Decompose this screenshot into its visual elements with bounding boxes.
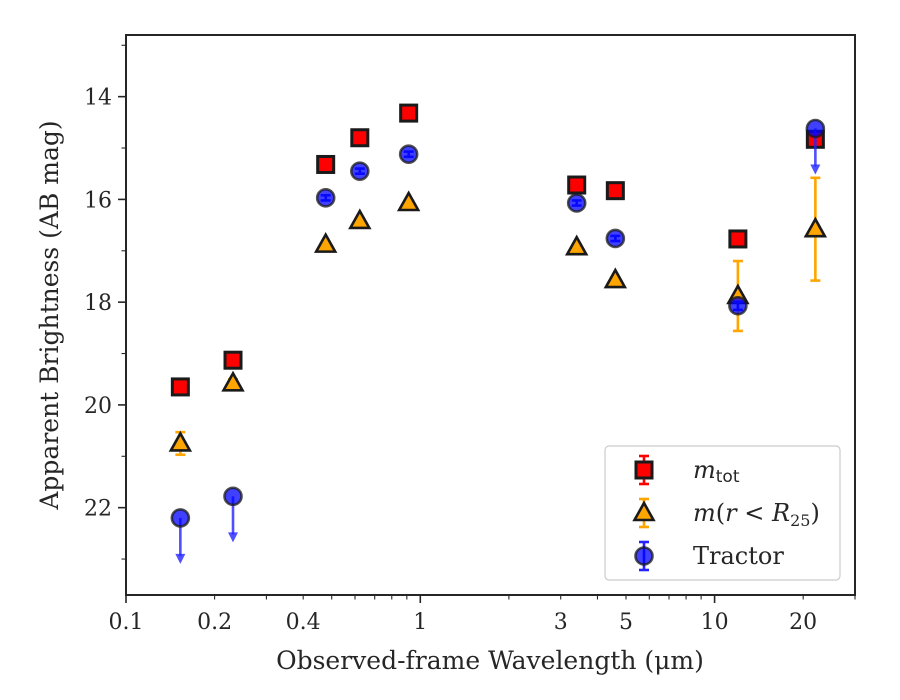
triangle-point (564, 234, 589, 256)
series-square (170, 103, 825, 397)
legend-circle-marker (634, 546, 654, 566)
upper-limit-arrowhead (810, 164, 821, 175)
y-axis-label: Apparent Brightness (AB mag) (35, 120, 64, 510)
square-point (170, 377, 190, 397)
x-tick-label: 0.1 (109, 610, 144, 635)
x-tick-label: 1 (413, 610, 427, 635)
x-axis: 0.1 0.2 0.4 1 3 5 10 20 (109, 595, 856, 635)
square-point (399, 103, 419, 123)
x-tick-label: 5 (619, 610, 633, 635)
y-tick-label: 18 (84, 291, 112, 316)
square-point (567, 175, 587, 195)
plot-frame (125, 34, 856, 596)
triangle-point (168, 430, 193, 452)
triangle-point (313, 231, 338, 253)
legend-square-marker (634, 460, 654, 480)
square-point (350, 128, 370, 148)
triangle-point (348, 208, 372, 230)
triangle-point (603, 267, 628, 289)
triangle-point (803, 216, 828, 238)
circle-point (605, 228, 626, 249)
x-tick-label: 20 (789, 610, 817, 635)
x-tick-label: 10 (701, 610, 729, 635)
x-tick-label: 0.4 (286, 610, 321, 635)
circle-point (805, 118, 826, 139)
circle-point (315, 188, 336, 208)
y-tick-label: 16 (84, 188, 112, 213)
legend-label: m(r < R25) (693, 499, 820, 530)
triangle-point (221, 370, 245, 392)
circle-point (728, 295, 748, 316)
series-circle (170, 118, 826, 564)
y-tick-label: 22 (84, 497, 112, 522)
x-tick-label: 3 (554, 610, 568, 635)
legend-box (604, 445, 841, 581)
square-point (316, 154, 336, 174)
circle-point (170, 508, 191, 528)
square-point (605, 181, 625, 201)
y-tick-label: 20 (84, 394, 112, 419)
y-tick-label: 14 (84, 86, 112, 111)
x-axis-label: Observed-frame Wavelength (μm) (276, 646, 704, 675)
legend-label: Tractor (693, 542, 784, 570)
circle-point (350, 161, 370, 181)
upper-limit-arrowhead (228, 532, 239, 543)
legend: mtot m(r < R25) Tractor (604, 445, 841, 581)
upper-limit-arrowhead (175, 553, 186, 564)
x-tick-label: 0.2 (197, 610, 232, 635)
legend-triangle-marker (632, 500, 656, 522)
legend-label: mtot (693, 456, 740, 487)
square-point (223, 350, 243, 370)
y-axis: 14 16 18 20 22 (84, 44, 126, 560)
circle-point (566, 193, 587, 213)
data-marks (168, 103, 828, 564)
circle-point (223, 486, 243, 507)
series-triangle (168, 176, 828, 457)
triangle-point (396, 190, 421, 212)
square-point (728, 229, 748, 249)
circle-point (398, 144, 419, 164)
